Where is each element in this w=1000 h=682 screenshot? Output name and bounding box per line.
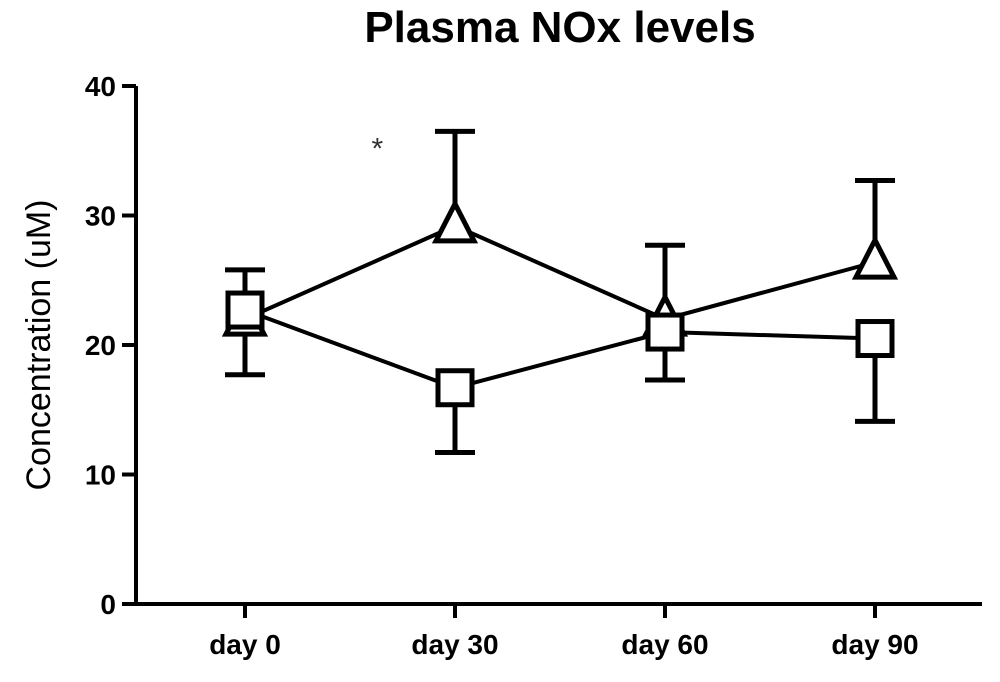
series-1-square — [225, 290, 895, 455]
series-0-triangle — [221, 128, 899, 383]
y-tick-label-30: 30 — [85, 201, 116, 232]
x-tick-label-1: day 30 — [411, 629, 498, 660]
series-0-line — [244, 223, 876, 322]
series-1-point-0 — [225, 290, 265, 330]
chart-title: Plasma NOx levels — [364, 3, 755, 52]
y-tick-label-10: 10 — [85, 460, 116, 491]
y-axis-label: Concentration (uM) — [20, 199, 58, 490]
y-tick-label-40: 40 — [85, 71, 116, 102]
series-1-line — [244, 308, 876, 390]
y-ticks: 0 10 20 30 40 — [85, 71, 136, 620]
x-tick-label-2: day 60 — [621, 629, 708, 660]
series-1-point-1 — [435, 368, 475, 408]
annotation-0: * — [371, 132, 383, 165]
y-tick-label-0: 0 — [100, 589, 116, 620]
x-tick-label-3: day 90 — [831, 629, 918, 660]
series-0-point-1 — [431, 198, 479, 244]
series-layer — [221, 128, 899, 455]
series-0-point-3 — [851, 234, 899, 280]
annotation-layer: * — [371, 132, 383, 165]
series-1-point-3 — [855, 319, 895, 359]
series-1-point-2 — [645, 312, 685, 352]
x-tick-label-0: day 0 — [209, 629, 281, 660]
y-tick-label-20: 20 — [85, 330, 116, 361]
x-ticks: day 0 day 30 day 60 day 90 — [209, 604, 919, 660]
